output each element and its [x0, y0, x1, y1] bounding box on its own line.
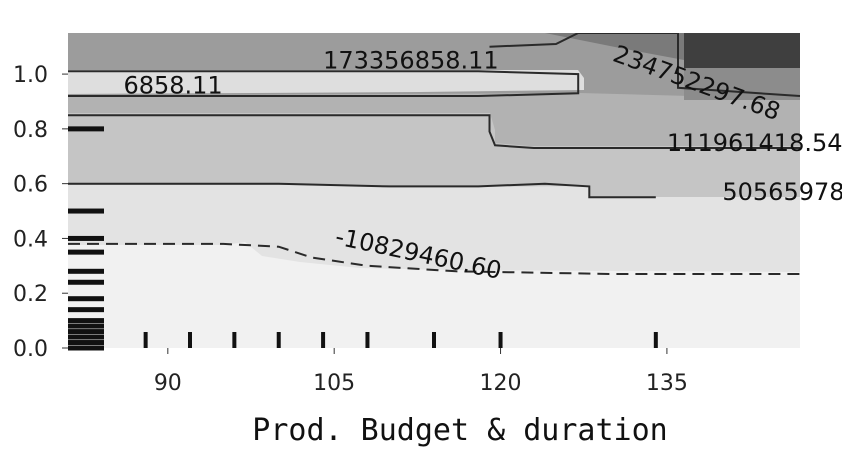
- contour-line-1: [68, 182, 656, 199]
- x-axis-label: Prod. Budget & duration: [252, 413, 667, 448]
- contour-line-0: [68, 242, 800, 275]
- y-tick-label: 0.2: [13, 282, 48, 307]
- rug-y-mark: [68, 345, 104, 351]
- y-tick-label: 0.0: [13, 337, 48, 362]
- region-highest: [495, 33, 684, 60]
- contour-label-2: 111961418.54: [667, 129, 842, 157]
- contour-line-5: [489, 33, 800, 97]
- rug-y-mark: [68, 307, 104, 313]
- contour-label-1: 50565978.: [722, 178, 842, 206]
- rug-y-mark: [68, 318, 104, 324]
- rug-y-mark: [68, 334, 104, 340]
- rug-y-mark: [68, 329, 104, 335]
- region-band-light: [68, 70, 584, 94]
- rug-y-mark: [68, 126, 104, 132]
- y-tick-label: 0.8: [13, 118, 48, 143]
- contour-line-2: [68, 114, 800, 149]
- x-tick-label: 135: [646, 371, 688, 396]
- x-tick-label: 105: [313, 371, 355, 396]
- x-axis-ticks: 90 105 120 135: [154, 348, 688, 396]
- contour-label-4: 173356858.11: [323, 47, 499, 75]
- x-tick-label: 90: [154, 371, 182, 396]
- rug-x-mark: [143, 332, 148, 348]
- x-tick-label: 120: [480, 371, 522, 396]
- rug-x-marks: [143, 332, 658, 348]
- y-tick-label: 0.4: [13, 227, 48, 252]
- rug-y-mark: [68, 235, 104, 241]
- y-tick-label: 1.0: [13, 63, 48, 88]
- y-axis-ticks: 0.0 0.2 0.4 0.6 0.8 1.0: [13, 63, 68, 362]
- rug-y-mark: [68, 279, 104, 285]
- contour-lines: [68, 33, 800, 275]
- rug-y-marks: [68, 126, 104, 351]
- rug-y-mark: [68, 268, 104, 274]
- rug-x-mark: [188, 332, 192, 348]
- rug-y-mark: [68, 323, 104, 329]
- region-max: [684, 33, 800, 68]
- y-tick-label: 0.6: [13, 173, 48, 198]
- rug-x-mark: [365, 332, 370, 348]
- contour-line-3: [68, 70, 580, 97]
- rug-x-mark: [321, 332, 326, 348]
- contour-label-3: 6858.11: [123, 71, 222, 99]
- rug-x-mark: [498, 332, 503, 348]
- rug-y-mark: [68, 208, 104, 214]
- rug-x-mark: [432, 332, 436, 348]
- rug-y-mark: [68, 249, 104, 255]
- rug-x-mark: [232, 332, 237, 348]
- rug-y-mark: [68, 340, 104, 346]
- rug-x-mark: [653, 332, 658, 348]
- rug-x-mark: [276, 332, 281, 348]
- rug-y-mark: [68, 296, 104, 302]
